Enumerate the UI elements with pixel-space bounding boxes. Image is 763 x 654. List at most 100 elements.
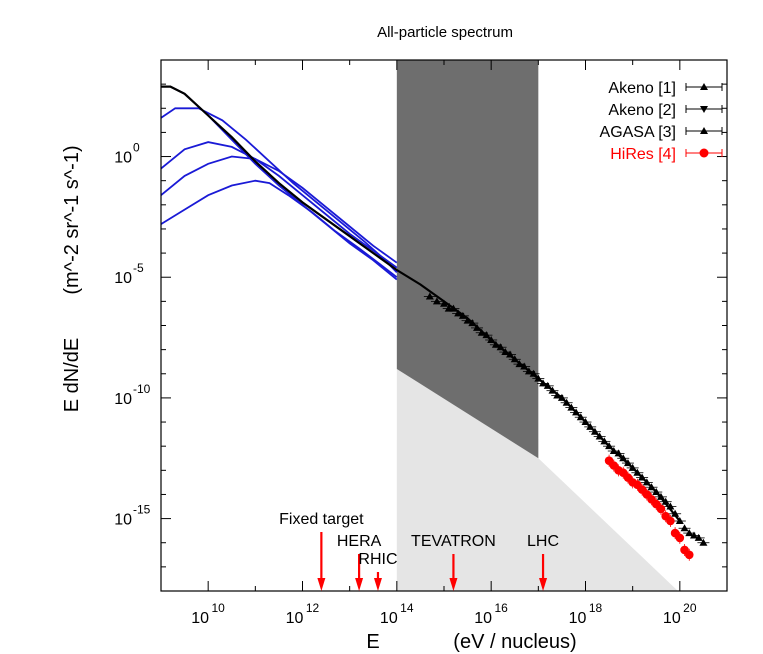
data-point-triangle [595, 432, 604, 440]
data-point-triangle [524, 367, 533, 375]
x-tick-label-exponent: 14 [400, 601, 414, 615]
data-point-triangle [576, 413, 585, 421]
component-curve-4 [160, 155, 398, 264]
data-point-circle [684, 550, 694, 560]
legend-marker-triangle-up [700, 83, 708, 90]
data-point-triangle [553, 391, 562, 399]
data-point-triangle [685, 529, 694, 537]
data-point-triangle [529, 369, 538, 377]
dark-shaded-band [396, 60, 539, 459]
accelerator-arrowhead [373, 578, 382, 591]
legend-marker-triangle-up [700, 127, 708, 134]
data-point-triangle [539, 379, 548, 387]
y-tick-label: 10 [114, 512, 132, 529]
data-point-triangle [661, 497, 670, 505]
data-point-triangle [548, 386, 557, 394]
x-tick-label: 10 [380, 610, 398, 627]
light-shaded-region [396, 368, 678, 591]
data-point-triangle [652, 488, 661, 496]
data-point-triangle [567, 403, 576, 411]
data-point-triangle [506, 350, 515, 358]
data-point-triangle [699, 538, 708, 546]
data-point-triangle [623, 459, 632, 467]
accelerator-label: HERA [337, 533, 382, 550]
data-point-triangle [694, 533, 703, 541]
data-point-triangle [473, 323, 482, 331]
x-tick-label-exponent: 10 [211, 601, 225, 615]
data-point-triangle [647, 483, 656, 491]
data-point-triangle [586, 422, 595, 430]
legend-label: AGASA [3] [600, 124, 676, 141]
data-point-triangle [477, 328, 486, 336]
data-point-circle [666, 516, 675, 526]
x-tick-label-exponent: 12 [306, 601, 320, 615]
y-tick-label-exponent: 0 [133, 141, 140, 155]
accelerator-arrowhead [317, 578, 326, 591]
data-point-triangle [656, 492, 665, 500]
data-point-triangle [671, 509, 680, 517]
data-point-triangle [496, 343, 505, 351]
data-point-triangle [680, 524, 689, 532]
data-point-triangle [581, 418, 590, 426]
data-point-triangle [638, 473, 647, 481]
data-point-triangle [463, 316, 472, 324]
legend-label: Akeno [1] [608, 80, 676, 97]
y-axis-label-group: E dN/dE (m^-2 sr^-1 s^-1) [61, 145, 83, 412]
x-tick-label: 10 [191, 610, 209, 627]
data-point-triangle [534, 374, 543, 382]
data-point-triangle [609, 447, 618, 455]
data-point-triangle [482, 331, 491, 339]
data-point-triangle [614, 449, 623, 457]
data-point-triangle [605, 442, 614, 450]
data-point-triangle [543, 381, 552, 389]
y-tick-label: 10 [114, 391, 132, 408]
data-point-triangle [666, 502, 675, 510]
data-point-triangle [454, 309, 463, 317]
data-point-triangle [675, 517, 684, 525]
data-point-triangle [491, 340, 500, 348]
accelerator-label: RHIC [358, 551, 397, 568]
data-point-triangle [689, 531, 698, 539]
data-point-triangle [515, 360, 524, 368]
y-tick-label: 10 [114, 270, 132, 287]
y-axis-units: (m^-2 sr^-1 s^-1) [61, 145, 83, 294]
data-point-circle [656, 504, 666, 514]
data-point-triangle [600, 437, 609, 445]
y-axis-label: E dN/dE [61, 338, 83, 412]
legend-label: Akeno [2] [608, 102, 676, 119]
x-tick-label: 10 [663, 610, 681, 627]
data-point-triangle [468, 319, 477, 327]
x-axis-units: (eV / nucleus) [453, 631, 576, 653]
component-curve-2 [160, 107, 398, 274]
data-point-triangle [458, 311, 467, 319]
data-point-triangle [520, 362, 529, 370]
y-tick-label-exponent: -10 [133, 382, 151, 396]
data-point-triangle [619, 454, 628, 462]
data-point-triangle [425, 292, 434, 300]
data-point-triangle [633, 468, 642, 476]
x-tick-label: 10 [286, 610, 304, 627]
data-point-triangle [642, 478, 651, 486]
data-point-triangle [572, 408, 581, 416]
accelerator-arrowhead [449, 578, 458, 591]
data-point-triangle [487, 335, 496, 343]
accelerator-label: Fixed target [279, 511, 364, 528]
data-point-triangle [449, 304, 458, 312]
data-point-triangle [562, 398, 571, 406]
accelerator-label: TEVATRON [411, 533, 496, 550]
data-point-triangle [590, 427, 599, 435]
x-axis-label: E [366, 631, 379, 653]
y-tick-label-exponent: -15 [133, 503, 151, 517]
x-tick-label-exponent: 16 [494, 601, 508, 615]
data-point-triangle [557, 393, 566, 401]
data-point-triangle [510, 355, 519, 363]
data-point-circle [675, 533, 685, 543]
legend-label: HiRes [4] [610, 146, 676, 163]
data-point-triangle [432, 297, 441, 305]
data-point-triangle [501, 348, 510, 356]
x-tick-label: 10 [474, 610, 492, 627]
accelerator-label: LHC [527, 533, 559, 550]
accelerator-arrowhead [355, 578, 364, 591]
data-point-triangle [440, 299, 448, 307]
